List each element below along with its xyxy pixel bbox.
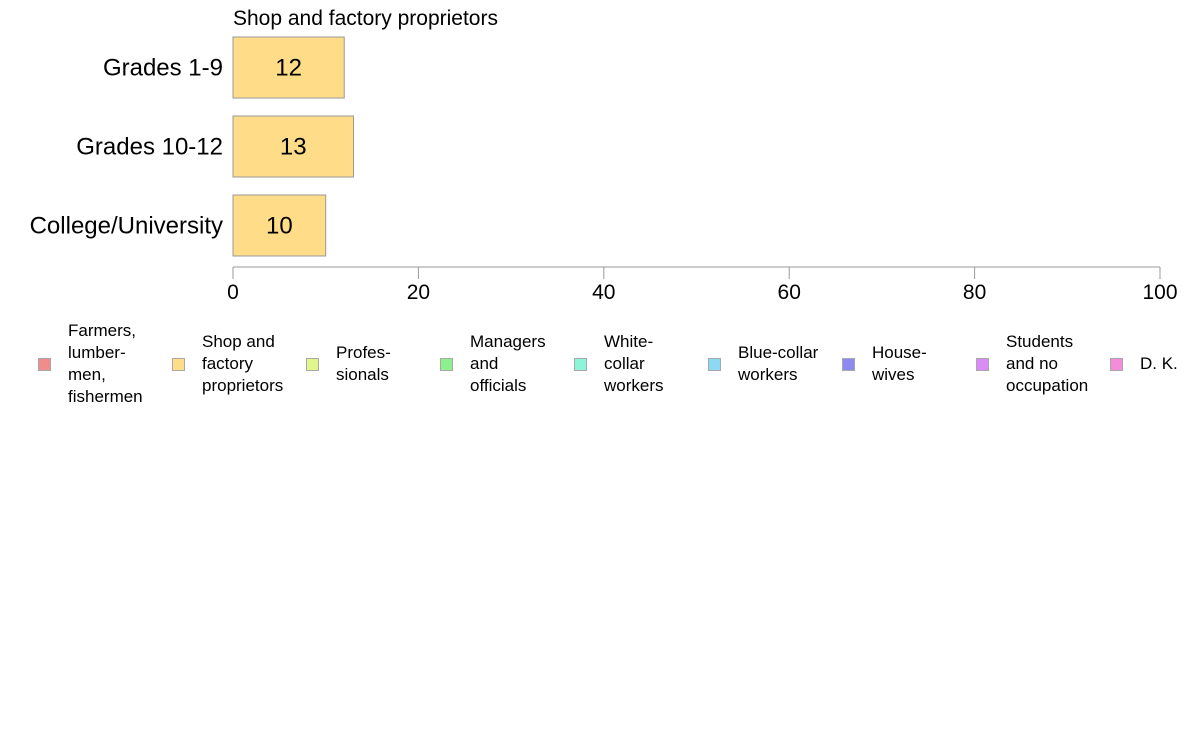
category-label: Grades 10-12	[76, 134, 223, 161]
bar-value-label: 13	[280, 134, 307, 161]
legend-swatch	[306, 357, 319, 371]
x-tick-label: 20	[407, 281, 430, 300]
legend-item: White- collar workers	[574, 316, 664, 412]
legend-swatch	[1110, 357, 1123, 371]
x-tick-label: 60	[778, 281, 801, 300]
category-label: College/University	[30, 213, 223, 240]
legend-label: Shop and factory proprietors	[202, 332, 284, 395]
legend-swatch	[574, 357, 587, 371]
bar-value-label: 10	[266, 213, 293, 240]
legend-swatch	[172, 357, 185, 371]
chart-title: Shop and factory proprietors	[233, 7, 498, 30]
legend-label: Farmers, lumber- men, fishermen	[68, 321, 143, 406]
x-tick-label: 0	[227, 281, 239, 300]
legend-label: Students and no occupation	[1006, 332, 1089, 395]
legend-label: White- collar workers	[604, 332, 664, 395]
x-axis: 0 20 40 60 80 100	[227, 266, 1178, 300]
legend-item: Students and no occupation	[976, 316, 1088, 412]
legend-label: Profes- sionals	[336, 343, 391, 384]
legend-item: Profes- sionals	[306, 316, 391, 412]
bar-group: 12 Grades 1-9 13 Grades 10-12 10 College/Univ…	[30, 36, 355, 257]
x-tick-label: 100	[1142, 281, 1177, 300]
legend-item: D. K.	[1110, 316, 1178, 412]
category-label: Grades 1-9	[103, 55, 223, 82]
legend-swatch	[708, 357, 721, 371]
legend-label: Managers and officials	[470, 332, 546, 395]
bar	[232, 194, 327, 257]
bar	[232, 36, 345, 99]
x-tick-label: 40	[592, 281, 615, 300]
bar	[232, 115, 355, 178]
legend-label: House- wives	[872, 343, 927, 384]
legend-swatch	[976, 357, 989, 371]
bar-value-label: 12	[275, 55, 302, 82]
legend-swatch	[842, 357, 855, 371]
bar-chart: Shop and factory proprietors 12 Grades 1-…	[30, 7, 1178, 300]
legend-swatch	[38, 357, 51, 371]
legend: Farmers, lumber- men, fishermen Shop and …	[38, 316, 1184, 412]
legend-item: House- wives	[842, 316, 927, 412]
legend-label: Blue-collar workers	[738, 343, 819, 384]
legend-item: Farmers, lumber- men, fishermen	[38, 316, 143, 412]
legend-item: Shop and factory proprietors	[172, 316, 283, 412]
legend-item: Blue-collar workers	[708, 316, 818, 412]
legend-swatch	[440, 357, 453, 371]
legend-label: D. K.	[1140, 354, 1178, 373]
legend-item: Managers and officials	[440, 316, 546, 412]
x-tick-label: 80	[963, 281, 986, 300]
